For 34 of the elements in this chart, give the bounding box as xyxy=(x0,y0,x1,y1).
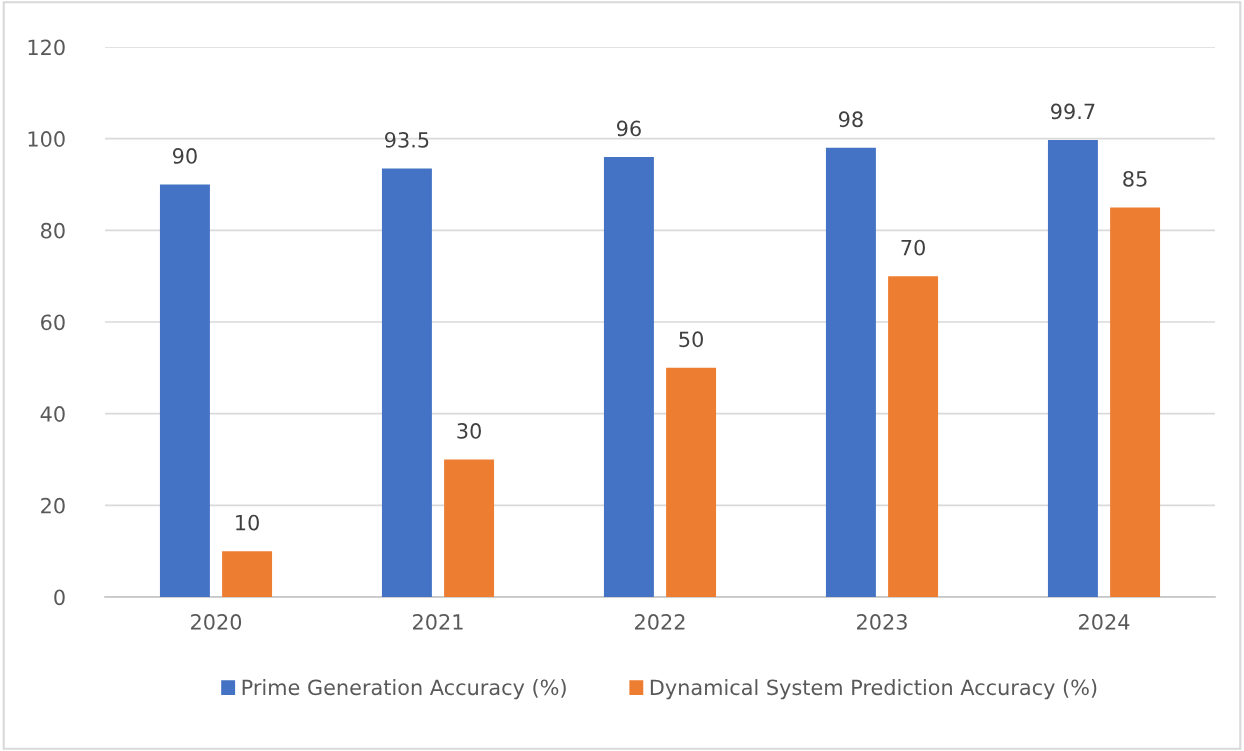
data-label: 96 xyxy=(616,120,641,137)
legend-label: Dynamical System Prediction Accuracy (%) xyxy=(650,679,1097,700)
y-tick-label: 20 xyxy=(41,497,65,514)
bar xyxy=(825,147,876,597)
x-tick-label: 2023 xyxy=(857,614,907,630)
data-label: 70 xyxy=(901,239,925,256)
bar xyxy=(444,459,495,597)
y-tick-label: 40 xyxy=(40,406,65,422)
data-label: 93.5 xyxy=(385,132,429,148)
y-tick-label: 120 xyxy=(28,39,65,56)
y-tick-label: 60 xyxy=(41,314,65,331)
bar xyxy=(603,157,654,597)
y-tick-label: 80 xyxy=(41,222,65,239)
data-label: 50 xyxy=(679,331,703,348)
data-label: 98 xyxy=(838,111,863,128)
bar xyxy=(666,367,717,597)
bar xyxy=(381,168,432,597)
x-tick-label: 2020 xyxy=(191,614,242,630)
bar xyxy=(1047,140,1098,597)
bar xyxy=(159,184,210,597)
bar xyxy=(222,551,273,597)
x-tick-label: 2021 xyxy=(413,614,463,630)
x-tick-label: 2022 xyxy=(635,614,685,630)
data-label: 90 xyxy=(172,148,197,164)
legend-label: Prime Generation Accuracy (%) xyxy=(242,679,566,700)
data-label: 85 xyxy=(1123,170,1147,187)
bar xyxy=(1110,207,1161,597)
x-tick-label: 2024 xyxy=(1079,614,1130,630)
bar xyxy=(888,276,939,597)
data-label: 30 xyxy=(457,423,481,439)
data-label: 10 xyxy=(236,514,259,531)
y-tick-label: 0 xyxy=(54,589,65,606)
data-label: 99.7 xyxy=(1051,103,1095,120)
y-tick-label: 100 xyxy=(28,131,65,147)
